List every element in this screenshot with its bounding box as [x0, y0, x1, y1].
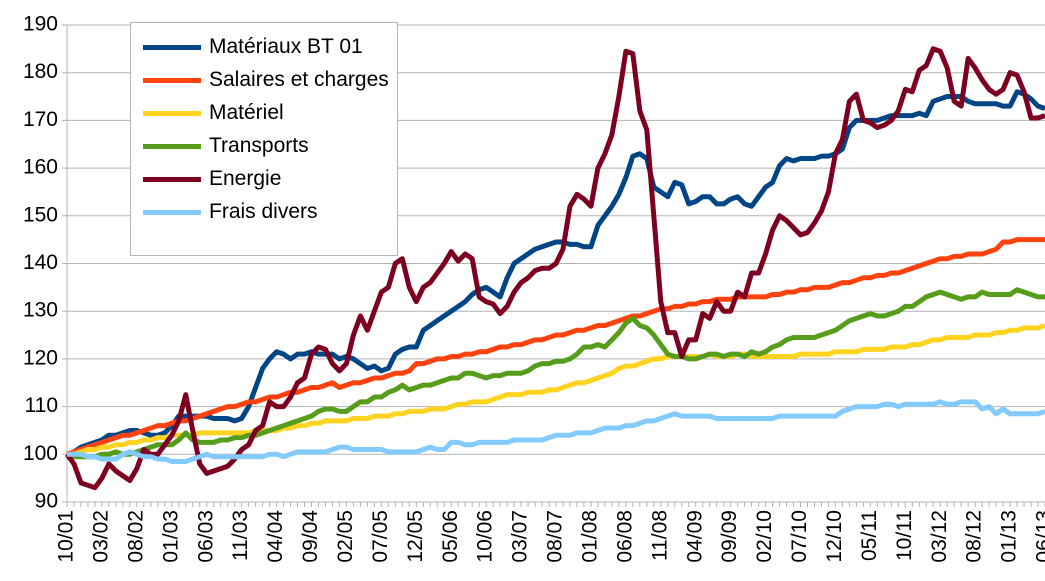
x-tick-label: 06/08 [613, 510, 636, 563]
legend-entry: Matériel [143, 98, 397, 128]
legend-swatch [143, 78, 201, 83]
series-line [67, 323, 1045, 457]
x-tick-label: 03/07 [509, 510, 532, 563]
legend-swatch [143, 177, 201, 182]
legend-label: Salaires et charges [209, 68, 389, 91]
x-tick-label: 05/11 [858, 510, 881, 561]
series-line [67, 399, 1045, 464]
x-tick-label: 07/10 [788, 510, 811, 563]
x-tick-label: 01/13 [998, 510, 1021, 563]
x-tick-label: 02/05 [334, 510, 357, 563]
x-tick-label: 01/08 [578, 510, 601, 563]
legend-label: Transports [209, 134, 309, 157]
y-tick-label: 110 [25, 394, 58, 417]
series-line [66, 287, 1045, 460]
legend-label: Frais divers [209, 200, 318, 223]
legend-entry: Transports [143, 131, 397, 161]
y-tick-label: 130 [23, 299, 58, 322]
x-tick-label: 12/10 [823, 510, 846, 563]
legend-entry: Matériaux BT 01 [143, 32, 397, 62]
y-tick-label: 100 [23, 442, 58, 465]
x-tick-label: 02/10 [753, 510, 776, 563]
y-tick-label: 170 [23, 108, 58, 131]
legend-entry: Frais divers [143, 197, 397, 227]
y-tick-label: 190 [23, 13, 58, 36]
legend-entry: Salaires et charges [143, 65, 397, 95]
x-tick-label: 10/11 [893, 510, 916, 561]
y-tick-label: 180 [23, 60, 58, 83]
x-tick-label: 03/12 [928, 510, 951, 563]
y-tick-label: 90 [35, 490, 58, 513]
y-tick-label: 150 [23, 203, 58, 226]
x-tick-label: 08/07 [544, 510, 567, 563]
x-tick-label: 11/03 [229, 510, 252, 561]
x-tick-label: 09/09 [718, 510, 741, 563]
x-tick-label: 09/04 [299, 510, 322, 563]
y-tick-label: 140 [23, 251, 58, 274]
x-tick-label: 01/03 [159, 510, 182, 563]
legend-entry: Energie [143, 164, 397, 194]
legend-label: Matériel [209, 101, 284, 124]
legend-swatch [143, 210, 201, 215]
legend-swatch [143, 45, 201, 50]
x-tick-label: 12/05 [404, 510, 427, 563]
y-tick-label: 160 [23, 156, 58, 179]
series-line [66, 89, 1045, 457]
legend-label: Matériaux BT 01 [209, 35, 363, 58]
y-tick-label: 120 [23, 346, 58, 369]
legend-swatch [143, 111, 201, 116]
legend-label: Energie [209, 167, 282, 190]
series-line [66, 237, 1045, 457]
x-tick-label: 08/12 [963, 510, 986, 563]
x-tick-label: 10/01 [55, 510, 78, 563]
x-tick-label: 03/02 [89, 510, 112, 563]
x-tick-label: 07/05 [369, 510, 392, 563]
series-line [64, 46, 1045, 491]
legend-swatch [143, 144, 201, 149]
legend: Matériaux BT 01 Salaires et charges Matéri… [130, 22, 398, 256]
x-tick-label: 06/03 [194, 510, 217, 563]
x-tick-label: 11/08 [648, 510, 671, 561]
x-tick-label: 05/06 [439, 510, 462, 563]
x-tick-label: 04/09 [683, 510, 706, 563]
x-tick-label: 10/06 [474, 510, 497, 563]
x-tick-label: 04/04 [264, 510, 287, 563]
x-tick-label: 06/13 [1033, 510, 1045, 563]
x-tick-label: 08/02 [124, 510, 147, 563]
